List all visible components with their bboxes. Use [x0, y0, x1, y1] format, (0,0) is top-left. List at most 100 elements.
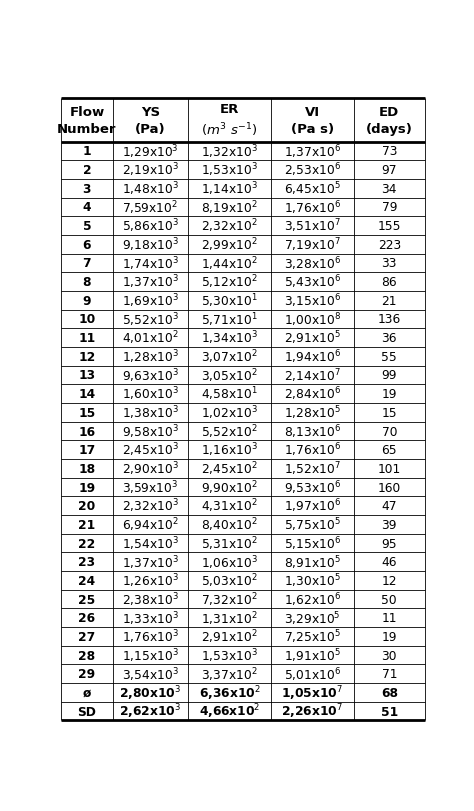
Text: 70: 70	[382, 425, 397, 438]
Text: 2,53x10$^6$: 2,53x10$^6$	[284, 161, 341, 179]
Text: 51: 51	[381, 705, 398, 718]
Text: 3: 3	[82, 182, 91, 195]
Text: 1,37x10$^3$: 1,37x10$^3$	[122, 273, 179, 291]
Text: 9: 9	[82, 294, 91, 307]
Text: 8: 8	[82, 276, 91, 289]
Text: 4,01x10$^2$: 4,01x10$^2$	[122, 329, 179, 347]
Text: 27: 27	[78, 630, 96, 643]
Text: 8,91x10$^5$: 8,91x10$^5$	[284, 553, 341, 571]
Text: 30: 30	[382, 649, 397, 662]
Text: 5: 5	[82, 220, 91, 233]
Text: 1,26x10$^3$: 1,26x10$^3$	[122, 572, 179, 590]
Text: 36: 36	[382, 332, 397, 345]
Text: 21: 21	[382, 294, 397, 307]
Text: 1,28x10$^5$: 1,28x10$^5$	[284, 404, 341, 422]
Text: 19: 19	[382, 388, 397, 401]
Text: 25: 25	[78, 593, 96, 606]
Text: 2,91x10$^5$: 2,91x10$^5$	[284, 329, 341, 347]
Text: ED
(days): ED (days)	[366, 105, 413, 135]
Text: 6,94x10$^2$: 6,94x10$^2$	[122, 516, 179, 534]
Text: 3,54x10$^3$: 3,54x10$^3$	[122, 665, 179, 683]
Text: 2,62x10$^3$: 2,62x10$^3$	[119, 702, 182, 720]
Text: 39: 39	[382, 518, 397, 531]
Text: 6,45x10$^5$: 6,45x10$^5$	[284, 180, 341, 198]
Text: 15: 15	[78, 406, 96, 419]
Text: 34: 34	[382, 182, 397, 195]
Text: 1,94x10$^6$: 1,94x10$^6$	[284, 348, 341, 366]
Text: 9,63x10$^3$: 9,63x10$^3$	[122, 367, 179, 384]
Text: 1,53x10$^3$: 1,53x10$^3$	[201, 646, 258, 664]
Text: 1: 1	[82, 145, 91, 158]
Text: 3,28x10$^6$: 3,28x10$^6$	[284, 255, 341, 272]
Text: 99: 99	[382, 369, 397, 382]
Text: 79: 79	[382, 201, 397, 214]
Text: 2,84x10$^6$: 2,84x10$^6$	[284, 385, 341, 403]
Text: 1,37x10$^6$: 1,37x10$^6$	[284, 143, 341, 161]
Text: 1,30x10$^5$: 1,30x10$^5$	[284, 572, 341, 590]
Text: 5,12x10$^2$: 5,12x10$^2$	[201, 273, 258, 291]
Text: 155: 155	[378, 220, 401, 233]
Text: 33: 33	[382, 257, 397, 270]
Text: 1,37x10$^3$: 1,37x10$^3$	[122, 553, 179, 571]
Text: 11: 11	[78, 332, 96, 345]
Text: 2,45x10$^3$: 2,45x10$^3$	[122, 441, 179, 459]
Text: 5,86x10$^3$: 5,86x10$^3$	[122, 217, 179, 235]
Text: 1,76x10$^3$: 1,76x10$^3$	[122, 628, 179, 646]
Text: 13: 13	[78, 369, 95, 382]
Text: 3,05x10$^2$: 3,05x10$^2$	[201, 367, 258, 384]
Text: 2,80x10$^3$: 2,80x10$^3$	[119, 684, 182, 702]
Text: 20: 20	[78, 500, 96, 513]
Text: 6: 6	[82, 238, 91, 251]
Text: ø: ø	[83, 686, 91, 699]
Text: 5,52x10$^2$: 5,52x10$^2$	[201, 423, 258, 440]
Text: 7,32x10$^2$: 7,32x10$^2$	[201, 590, 258, 608]
Text: YS
(Pa): YS (Pa)	[135, 105, 166, 135]
Text: 4,31x10$^2$: 4,31x10$^2$	[201, 497, 258, 515]
Text: SD: SD	[77, 705, 96, 718]
Text: 1,48x10$^3$: 1,48x10$^3$	[122, 180, 179, 198]
Text: 1,33x10$^3$: 1,33x10$^3$	[122, 609, 179, 627]
Text: 1,14x10$^3$: 1,14x10$^3$	[201, 180, 258, 198]
Text: 12: 12	[382, 574, 397, 587]
Text: 10: 10	[78, 313, 96, 326]
Text: 19: 19	[78, 481, 95, 494]
Text: 24: 24	[78, 574, 95, 587]
Text: 1,52x10$^7$: 1,52x10$^7$	[284, 460, 341, 478]
Text: 2,45x10$^2$: 2,45x10$^2$	[201, 460, 258, 478]
Text: 7,59x10$^2$: 7,59x10$^2$	[122, 199, 178, 217]
Text: Flow
Number: Flow Number	[57, 105, 117, 135]
Text: 1,00x10$^8$: 1,00x10$^8$	[284, 311, 341, 328]
Text: 26: 26	[78, 611, 95, 624]
Text: 1,91x10$^5$: 1,91x10$^5$	[284, 646, 341, 664]
Text: 9,58x10$^3$: 9,58x10$^3$	[122, 423, 179, 440]
Text: 1,60x10$^3$: 1,60x10$^3$	[122, 385, 179, 403]
Text: 5,31x10$^2$: 5,31x10$^2$	[201, 534, 258, 552]
Text: 2,14x10$^7$: 2,14x10$^7$	[284, 367, 341, 384]
Text: 5,71x10$^1$: 5,71x10$^1$	[201, 311, 258, 328]
Text: 1,31x10$^2$: 1,31x10$^2$	[201, 609, 258, 627]
Text: 2,26x10$^7$: 2,26x10$^7$	[282, 702, 343, 720]
Text: 1,02x10$^3$: 1,02x10$^3$	[201, 404, 258, 422]
Text: 1,53x10$^3$: 1,53x10$^3$	[201, 161, 258, 179]
Text: 2,90x10$^3$: 2,90x10$^3$	[122, 460, 179, 478]
Text: 46: 46	[382, 556, 397, 569]
Text: 1,28x10$^3$: 1,28x10$^3$	[122, 348, 179, 366]
Text: 65: 65	[382, 444, 397, 457]
Text: 1,76x10$^6$: 1,76x10$^6$	[284, 199, 341, 217]
Text: 1,44x10$^2$: 1,44x10$^2$	[201, 255, 258, 272]
Text: 1,54x10$^3$: 1,54x10$^3$	[122, 534, 179, 552]
Text: 4,58x10$^1$: 4,58x10$^1$	[201, 385, 258, 403]
Text: 3,29x10$^5$: 3,29x10$^5$	[284, 609, 341, 627]
Text: 15: 15	[382, 406, 397, 419]
Text: 5,15x10$^6$: 5,15x10$^6$	[284, 534, 341, 552]
Text: 1,76x10$^6$: 1,76x10$^6$	[284, 441, 341, 459]
Text: 1,32x10$^3$: 1,32x10$^3$	[201, 143, 258, 161]
Text: 1,62x10$^6$: 1,62x10$^6$	[284, 590, 341, 608]
Text: 73: 73	[382, 145, 397, 158]
Text: 3,37x10$^2$: 3,37x10$^2$	[201, 665, 258, 683]
Text: 6,36x10$^2$: 6,36x10$^2$	[199, 684, 260, 702]
Text: 23: 23	[78, 556, 95, 569]
Text: 18: 18	[78, 462, 95, 475]
Text: 1,97x10$^6$: 1,97x10$^6$	[284, 497, 341, 515]
Text: 136: 136	[378, 313, 401, 326]
